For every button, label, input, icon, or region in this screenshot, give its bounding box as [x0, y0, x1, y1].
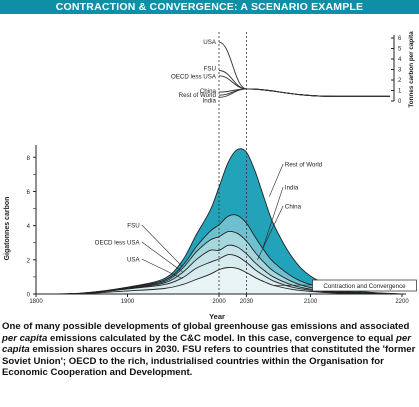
line-fsu — [35, 244, 403, 295]
annotation-box — [312, 279, 417, 292]
x-tick-label: 2000 — [212, 299, 226, 305]
per-capita-label-rest-of-world: Rest of World — [179, 92, 217, 99]
caption-emphasis-2: per capita — [2, 332, 411, 356]
per-capita-label-china: China — [200, 88, 217, 95]
line-oecd-less-usa — [35, 254, 403, 295]
label-leader — [141, 258, 183, 279]
series-label-india: India — [285, 185, 299, 192]
per-capita-axis-label: Tonnes carbon per capita — [408, 31, 415, 108]
chart-title-bar: CONTRACTION & CONVERGENCE: A SCENARIO EX… — [0, 0, 419, 14]
gigatonnes-panel: 0 2 4 6 8 1800 1900 2000 2030 2100 2200 Year Gigaton… — [4, 145, 417, 319]
per-capita-line-india — [218, 88, 390, 98]
per-capita-line-fsu — [218, 70, 390, 97]
line-india — [35, 214, 403, 295]
x-tick-label: 2100 — [304, 299, 318, 305]
caption-part-3: emission shares occurs in 2030. FSU refe… — [2, 344, 416, 379]
per-capita-label-usa: USA — [203, 39, 217, 46]
per-capita-tick-label: 4 — [398, 57, 402, 63]
label-leader — [257, 205, 284, 260]
x-axis-label: Year — [209, 312, 225, 319]
line-usa — [35, 266, 403, 295]
y-tick-label: 6 — [27, 190, 31, 196]
per-capita-tick-label: 2 — [398, 78, 402, 84]
per-capita-tick-label: 0 — [398, 99, 402, 105]
label-leader — [262, 187, 284, 248]
y-axis-label: Gigatonnes carbon — [4, 197, 11, 261]
series-label-china: China — [285, 203, 302, 210]
series-label-fsu: FSU — [127, 222, 139, 229]
figure-caption: One of many possible developments of glo… — [2, 321, 417, 379]
line-rest-of-world — [35, 148, 403, 295]
label-leader — [141, 241, 183, 273]
series-label-usa: USA — [127, 256, 141, 263]
per-capita-tick-label: 3 — [398, 68, 402, 74]
per-capita-tick-label: 5 — [398, 47, 402, 53]
line-china — [35, 230, 403, 295]
chart-title: CONTRACTION & CONVERGENCE: A SCENARIO EX… — [55, 1, 364, 13]
annotation-text: Contraction and Convergence — [323, 283, 406, 290]
per-capita-label-india: India — [203, 97, 217, 104]
y-tick-label: 4 — [27, 224, 31, 230]
per-capita-line-oecd-less-usa — [218, 75, 390, 97]
caption-emphasis-1: per capita — [2, 332, 48, 344]
label-leader — [141, 224, 183, 267]
y-tick-label: 2 — [27, 258, 31, 264]
per-capita-tick-label: 6 — [398, 36, 402, 42]
label-leader — [269, 163, 284, 197]
per-capita-label-oecd-less-usa: OECD less USA — [171, 73, 217, 80]
series-label-rest-of-world: Rest of World — [285, 162, 323, 169]
y-tick-label: 0 — [27, 293, 31, 299]
series-label-oecd-less-usa: OECD less USA — [95, 239, 141, 246]
x-tick-label: 2200 — [395, 299, 409, 305]
per-capita-tick-label: 1 — [398, 89, 402, 95]
per-capita-label-fsu: FSU — [204, 65, 216, 72]
x-tick-label: 1800 — [29, 299, 43, 305]
caption-part-2: emissions calculated by the C&C model. I… — [47, 332, 397, 344]
y-tick-label: 8 — [27, 156, 31, 162]
caption-part-1: One of many possible developments of glo… — [2, 321, 410, 332]
x-tick-label: 2030 — [240, 299, 254, 305]
x-tick-label: 1900 — [121, 299, 135, 305]
per-capita-line-usa — [218, 41, 390, 97]
